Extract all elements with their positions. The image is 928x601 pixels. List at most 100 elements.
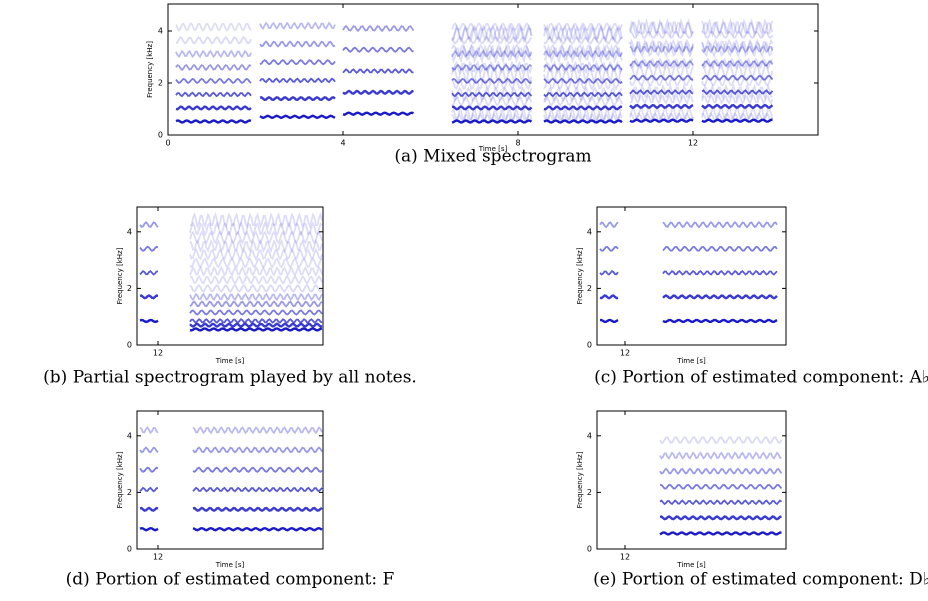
harmonic-trace <box>599 294 619 300</box>
y-tick-label: 2 <box>127 284 132 293</box>
harmonic-trace <box>701 103 774 110</box>
harmonic-trace <box>189 322 323 328</box>
harmonic-trace <box>599 246 619 252</box>
harmonic-trace <box>662 294 778 300</box>
harmonic-trace <box>543 43 623 58</box>
harmonic-trace <box>543 106 622 124</box>
harmonic-trace <box>192 526 323 532</box>
harmonic-trace <box>701 17 774 38</box>
harmonic-trace <box>543 24 623 43</box>
y-tick-label: 2 <box>127 488 132 497</box>
harmonic-trace <box>175 119 252 124</box>
y-tick-label: 2 <box>587 488 592 497</box>
y-tick-label: 0 <box>127 341 132 350</box>
harmonic-trace <box>629 39 694 59</box>
harmonic-trace <box>629 57 694 70</box>
harmonic-trace <box>189 247 323 261</box>
x-axis-label: Time [s] <box>215 561 245 569</box>
harmonic-trace <box>659 451 782 460</box>
harmonic-trace <box>139 506 159 512</box>
harmonic-trace <box>543 95 623 107</box>
harmonic-trace <box>543 21 623 32</box>
y-tick-label: 0 <box>587 341 592 350</box>
y-tick-label: 2 <box>158 79 163 88</box>
harmonic-trace <box>599 270 619 276</box>
y-tick-label: 0 <box>587 545 592 554</box>
harmonic-trace <box>139 294 159 300</box>
harmonic-trace <box>659 515 782 521</box>
harmonic-trace <box>451 95 533 107</box>
harmonic-trace <box>629 103 694 110</box>
harmonic-trace <box>175 105 252 111</box>
harmonic-trace <box>543 77 623 91</box>
harmonic-trace <box>175 77 252 84</box>
harmonic-trace <box>629 22 693 34</box>
plot-frame <box>167 3 819 136</box>
harmonic-trace <box>451 65 533 84</box>
harmonic-trace <box>192 466 323 473</box>
x-tick-label: 12 <box>153 349 163 358</box>
y-tick-label: 0 <box>127 545 132 554</box>
y-axis-label: Frequency [kHz] <box>576 247 584 304</box>
panel: 0 2 4 12 Time [s] Frequency [kHz] (d) Portion … <box>66 410 395 590</box>
harmonic-trace <box>543 63 623 72</box>
panel: 0 2 4 12 Time [s] Frequency [kHz] (c) Portion … <box>576 206 928 388</box>
harmonic-trace <box>189 274 323 285</box>
harmonic-trace <box>342 46 414 53</box>
harmonic-trace <box>629 76 694 86</box>
harmonic-trace <box>629 45 694 54</box>
harmonic-trace <box>139 221 159 228</box>
harmonic-trace <box>702 31 774 39</box>
harmonic-trace <box>629 89 694 95</box>
harmonic-trace <box>451 77 533 91</box>
harmonic-trace <box>701 118 773 123</box>
plot-frame <box>136 410 324 550</box>
harmonic-trace <box>451 77 532 84</box>
plot-frame <box>596 410 787 550</box>
harmonic-trace <box>451 106 533 124</box>
harmonic-trace <box>189 284 323 293</box>
harmonic-trace <box>543 60 623 75</box>
x-axis-label: Time [s] <box>215 357 245 365</box>
x-axis-label: Time [s] <box>676 561 706 569</box>
y-tick-label: 4 <box>587 431 592 440</box>
harmonic-trace <box>662 318 778 323</box>
harmonic-trace <box>259 95 336 102</box>
harmonic-trace <box>189 230 323 245</box>
harmonic-trace <box>701 38 774 53</box>
harmonic-trace <box>189 327 323 332</box>
harmonic-trace <box>543 65 623 84</box>
harmonic-trace <box>543 91 623 98</box>
harmonic-trace <box>702 64 774 77</box>
harmonic-trace <box>139 446 159 454</box>
x-tick-label: 8 <box>515 139 520 148</box>
harmonic-trace <box>701 22 774 34</box>
y-tick-label: 4 <box>158 27 163 36</box>
caption: (d) Portion of estimated component: F <box>66 570 395 590</box>
harmonic-trace <box>192 426 323 435</box>
harmonic-trace <box>659 499 782 506</box>
caption: (a) Mixed spectrogram <box>394 147 591 167</box>
harmonic-trace <box>629 118 694 123</box>
harmonic-trace <box>451 105 533 111</box>
harmonic-trace <box>189 318 323 324</box>
harmonic-trace <box>701 93 774 105</box>
harmonic-trace <box>629 105 694 122</box>
x-tick-label: 4 <box>340 139 345 148</box>
harmonic-trace <box>259 21 336 30</box>
panel: 0 2 4 12 Time [s] Frequency [kHz] (e) Portion … <box>576 410 928 590</box>
harmonic-trace <box>342 111 414 116</box>
harmonic-trace <box>189 309 323 316</box>
harmonic-trace <box>600 318 619 323</box>
harmonic-trace <box>701 89 774 95</box>
harmonic-trace <box>175 36 252 45</box>
harmonic-trace <box>192 506 323 513</box>
y-axis-label: Frequency [kHz] <box>116 247 124 304</box>
harmonic-trace <box>629 38 694 53</box>
harmonic-trace <box>630 93 694 105</box>
harmonic-trace <box>451 86 533 103</box>
harmonic-trace <box>543 36 623 45</box>
harmonic-trace <box>543 119 623 124</box>
harmonic-trace <box>630 31 694 39</box>
harmonic-trace <box>543 77 623 84</box>
